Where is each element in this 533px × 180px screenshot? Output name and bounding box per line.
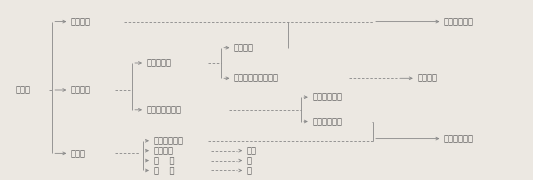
Text: 脾    支: 脾 支 bbox=[154, 156, 174, 165]
Text: 脾动脉: 脾动脉 bbox=[71, 149, 86, 158]
Text: 胃底: 胃底 bbox=[247, 146, 257, 155]
Text: 肝固有动脉左、右支: 肝固有动脉左、右支 bbox=[234, 74, 279, 83]
Text: 胰: 胰 bbox=[247, 166, 252, 175]
Text: 胃大弯侧胃壁: 胃大弯侧胃壁 bbox=[444, 134, 474, 143]
Text: 胃右动脉: 胃右动脉 bbox=[234, 43, 254, 52]
Text: 胃网膜右动脉: 胃网膜右动脉 bbox=[312, 117, 342, 126]
Text: 胃网膜左动脉: 胃网膜左动脉 bbox=[154, 136, 183, 145]
Text: 脾: 脾 bbox=[247, 156, 252, 165]
Text: 胃短动脉: 胃短动脉 bbox=[154, 146, 174, 155]
Text: 肝、胆囊: 肝、胆囊 bbox=[417, 74, 438, 83]
Text: 胰    支: 胰 支 bbox=[154, 166, 174, 175]
Text: 肝总动脉: 肝总动脉 bbox=[71, 86, 91, 94]
Text: 胃小弯侧胃壁: 胃小弯侧胃壁 bbox=[444, 17, 474, 26]
Text: 胰、十二指肠: 胰、十二指肠 bbox=[312, 93, 342, 102]
Text: 胃左动脉: 胃左动脉 bbox=[71, 17, 91, 26]
Text: 胃十二指肠动脉: 胃十二指肠动脉 bbox=[147, 105, 182, 114]
Text: 肝固有动脉: 肝固有动脉 bbox=[147, 58, 172, 68]
Text: 腹腔干: 腹腔干 bbox=[16, 86, 31, 94]
